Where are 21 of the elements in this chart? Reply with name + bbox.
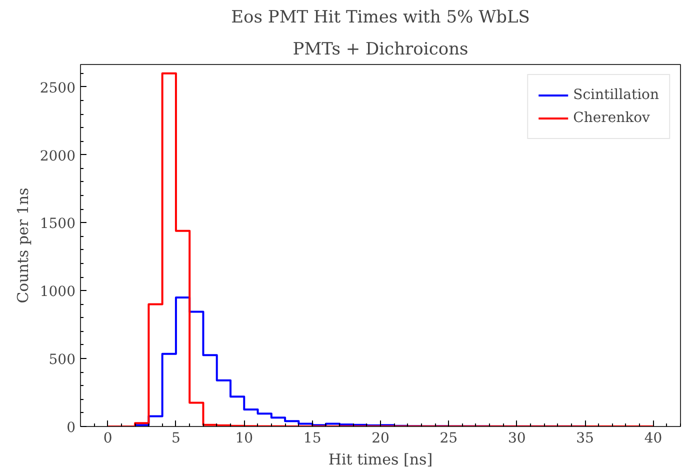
- chart-subtitle: PMTs + Dichroicons: [292, 40, 468, 60]
- x-tick-label: 25: [440, 430, 458, 446]
- x-tick-label: 5: [172, 430, 180, 446]
- y-tick-label: 2000: [40, 148, 76, 164]
- legend-label: Scintillation: [573, 87, 659, 103]
- x-tick-label: 20: [372, 430, 390, 446]
- x-tick-label: 40: [644, 430, 662, 446]
- y-tick-label: 1000: [40, 284, 76, 300]
- x-tick-label: 35: [576, 430, 594, 446]
- x-tick-label: 0: [103, 430, 112, 446]
- y-axis-title: Counts per 1ns: [14, 188, 32, 304]
- legend-label: Cherenkov: [573, 110, 650, 126]
- y-tick-label: 500: [48, 352, 76, 368]
- x-tick-label: 10: [235, 430, 254, 446]
- x-tick-label: 30: [508, 430, 526, 446]
- chart-title: Eos PMT Hit Times with 5% WbLS: [231, 8, 530, 28]
- y-tick-label: 2500: [40, 80, 76, 96]
- x-axis-title: Hit times [ns]: [328, 450, 433, 468]
- x-tick-label: 15: [303, 430, 322, 446]
- y-tick-label: 0: [66, 420, 76, 436]
- y-tick-label: 1500: [40, 216, 76, 232]
